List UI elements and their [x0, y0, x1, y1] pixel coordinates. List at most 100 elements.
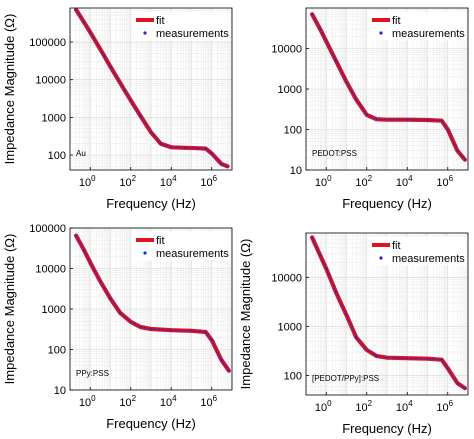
y-tick-label: 10 — [290, 165, 302, 177]
x-tick-exponent: 6 — [449, 399, 454, 408]
axes-frame — [69, 7, 233, 171]
y-tick-label: 100 — [48, 150, 66, 162]
data-point — [170, 329, 173, 332]
x-tick-label: 104 — [160, 174, 177, 189]
x-tick-exponent: 4 — [172, 174, 177, 183]
data-point — [184, 146, 187, 149]
y-axis-label: Impedance Magnitude (Ω) — [2, 14, 17, 165]
data-point — [75, 234, 77, 237]
x-tick-exponent: 4 — [408, 174, 413, 183]
data-point — [210, 152, 213, 155]
data-point — [365, 113, 368, 116]
material-annotation: Au — [76, 149, 86, 158]
data-point — [204, 147, 207, 150]
x-tick-base: 10 — [436, 402, 448, 414]
data-point — [456, 382, 459, 384]
data-point — [375, 118, 378, 121]
data-point — [355, 336, 358, 339]
data-point — [446, 128, 449, 131]
data-point — [119, 312, 122, 314]
data-point — [386, 118, 388, 121]
x-tick-exponent: 2 — [132, 174, 137, 183]
data-point — [325, 40, 328, 43]
x-axis-label: Frequency (Hz) — [342, 421, 432, 436]
data-point — [129, 321, 132, 323]
x-tick-base: 10 — [160, 177, 172, 189]
data-point — [386, 356, 388, 359]
data-point — [456, 149, 459, 152]
data-point — [204, 331, 207, 333]
data-point — [109, 297, 112, 300]
legend-label: measurements — [156, 28, 229, 40]
data-point — [190, 329, 193, 332]
legend-swatch-measurements — [379, 256, 383, 260]
y-tick-label: 10000 — [271, 44, 302, 56]
data-point — [210, 339, 213, 342]
data-point — [150, 328, 152, 330]
x-tick-label: 100 — [79, 174, 96, 189]
legend-label: measurements — [392, 28, 465, 40]
x-tick-exponent: 2 — [368, 174, 373, 183]
x-tick-base: 10 — [355, 402, 367, 414]
y-tick-label: 100000 — [29, 223, 66, 235]
x-tick-label: 102 — [119, 174, 136, 189]
data-point — [325, 267, 328, 270]
data-point — [426, 119, 429, 121]
x-tick-label: 106 — [436, 399, 453, 414]
y-axis-label: Impedance Magnitude (Ω) — [238, 239, 253, 390]
series-dots-measurements — [311, 237, 466, 389]
x-tick-base: 10 — [396, 402, 408, 414]
x-tick-exponent: 2 — [368, 399, 373, 408]
data-point — [227, 369, 230, 372]
x-tick-exponent: 0 — [327, 399, 332, 408]
data-point — [446, 367, 449, 370]
data-point — [345, 80, 348, 83]
data-point — [426, 357, 429, 360]
data-point — [406, 118, 409, 121]
data-point — [103, 55, 106, 58]
legend-box — [131, 11, 231, 41]
data-point — [335, 291, 337, 293]
x-tick-base: 10 — [315, 402, 327, 414]
data-point — [170, 146, 173, 149]
x-tick-label: 106 — [200, 394, 217, 409]
data-point — [159, 142, 162, 145]
y-tick-label: 100 — [284, 370, 302, 382]
data-point — [463, 158, 466, 161]
x-tick-base: 10 — [200, 397, 212, 409]
data-point — [89, 31, 92, 34]
x-tick-label: 102 — [119, 394, 136, 409]
data-point — [83, 21, 86, 24]
x-axis-label: Frequency (Hz) — [342, 196, 432, 211]
data-point — [220, 359, 223, 361]
data-point — [139, 114, 142, 117]
y-tick-label: 100000 — [29, 37, 66, 49]
x-tick-label: 102 — [355, 399, 372, 414]
data-point — [220, 163, 223, 165]
x-tick-label: 104 — [396, 174, 413, 189]
y-tick-label: 1000 — [42, 112, 66, 124]
x-tick-base: 10 — [436, 177, 448, 189]
data-point — [89, 261, 92, 264]
y-tick-label: 10000 — [271, 272, 302, 284]
legend-label: fit — [392, 240, 401, 252]
y-tick-label: 100 — [284, 125, 302, 137]
legend-swatch-measurements — [379, 31, 383, 35]
legend-label: measurements — [156, 248, 229, 260]
x-tick-label: 106 — [200, 174, 217, 189]
x-tick-label: 100 — [315, 174, 332, 189]
data-point — [139, 326, 142, 328]
x-tick-base: 10 — [79, 397, 91, 409]
y-tick-label: 10000 — [35, 75, 66, 87]
x-tick-base: 10 — [119, 177, 131, 189]
data-point — [355, 98, 358, 101]
data-point — [123, 89, 126, 92]
data-point — [319, 254, 322, 257]
x-tick-label: 104 — [160, 394, 177, 409]
x-tick-exponent: 0 — [91, 394, 96, 403]
